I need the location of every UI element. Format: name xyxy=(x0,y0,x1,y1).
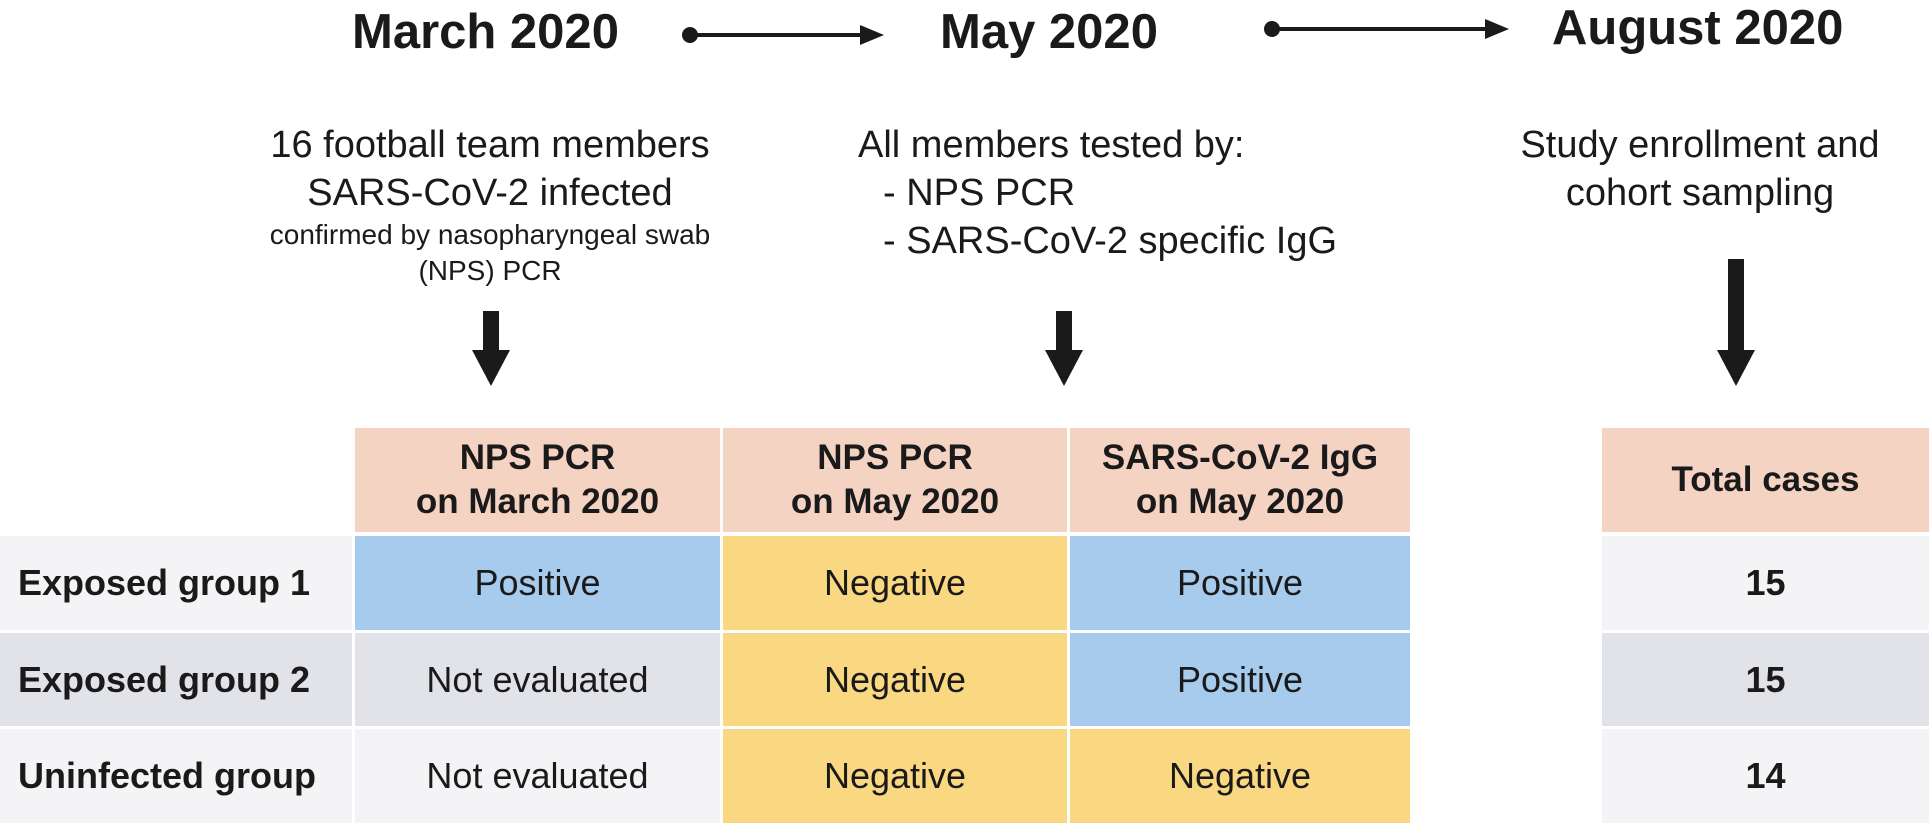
august-desc-line2: cohort sampling xyxy=(1565,172,1835,214)
march-description: 16 football team members SARS-CoV-2 infe… xyxy=(240,121,740,289)
header-nps-pcr-may-line2: on May 2020 xyxy=(790,482,1000,521)
march-desc-line4: (NPS) PCR xyxy=(418,255,562,286)
timeline-arrow-march-may xyxy=(682,25,884,45)
may-desc-line3: - SARS-CoV-2 specific IgG xyxy=(883,220,1338,262)
row-label-exposed-group-2: Exposed group 2 xyxy=(0,633,352,726)
header-nps-pcr-may: NPS PCR on May 2020 xyxy=(723,428,1067,532)
header-total-cases: Total cases xyxy=(1602,428,1929,532)
cell-exposed1-may-pcr: Negative xyxy=(723,536,1067,630)
down-arrow-may xyxy=(1045,311,1083,386)
header-nps-pcr-march: NPS PCR on March 2020 xyxy=(355,428,720,532)
may-desc-line2: - NPS PCR xyxy=(883,172,1076,214)
cell-exposed1-may-igg: Positive xyxy=(1070,536,1410,630)
date-august-2020: August 2020 xyxy=(1552,1,1844,55)
row-label-exposed-group-1: Exposed group 1 xyxy=(0,536,352,630)
may-description: All members tested by: - NPS PCR - SARS-… xyxy=(858,121,1337,265)
date-march-2020: March 2020 xyxy=(352,5,619,59)
march-desc-line2: SARS-CoV-2 infected xyxy=(307,172,673,214)
cell-uninfected-march-pcr: Not evaluated xyxy=(355,729,720,823)
cell-exposed2-may-igg: Positive xyxy=(1070,633,1410,726)
cell-exposed2-total: 15 xyxy=(1602,633,1929,726)
timeline-arrow-may-august xyxy=(1264,19,1509,39)
header-igg-may-line2: on May 2020 xyxy=(1135,482,1345,521)
header-igg-may: SARS-CoV-2 IgG on May 2020 xyxy=(1070,428,1410,532)
header-igg-may-line1: SARS-CoV-2 IgG xyxy=(1101,438,1379,477)
august-desc-line1: Study enrollment and xyxy=(1520,124,1880,166)
header-nps-pcr-may-line1: NPS PCR xyxy=(817,438,973,477)
down-arrow-august xyxy=(1717,259,1755,386)
date-may-2020: May 2020 xyxy=(940,5,1158,59)
down-arrow-march xyxy=(472,311,510,386)
header-nps-pcr-march-line1: NPS PCR xyxy=(459,438,616,477)
cell-exposed1-total: 15 xyxy=(1602,536,1929,630)
cell-exposed2-march-pcr: Not evaluated xyxy=(355,633,720,726)
march-desc-line3: confirmed by nasopharyngeal swab xyxy=(269,219,711,250)
header-nps-pcr-march-line2: on March 2020 xyxy=(415,482,660,521)
cell-uninfected-may-igg: Negative xyxy=(1070,729,1410,823)
cell-exposed1-march-pcr: Positive xyxy=(355,536,720,630)
may-desc-line1: All members tested by: xyxy=(858,124,1245,166)
cell-exposed2-may-pcr: Negative xyxy=(723,633,1067,726)
cell-uninfected-may-pcr: Negative xyxy=(723,729,1067,823)
row-label-uninfected-group: Uninfected group xyxy=(0,729,352,823)
cell-uninfected-total: 14 xyxy=(1602,729,1929,823)
march-desc-line1: 16 football team members xyxy=(270,124,710,166)
august-description: Study enrollment and cohort sampling xyxy=(1470,121,1930,217)
